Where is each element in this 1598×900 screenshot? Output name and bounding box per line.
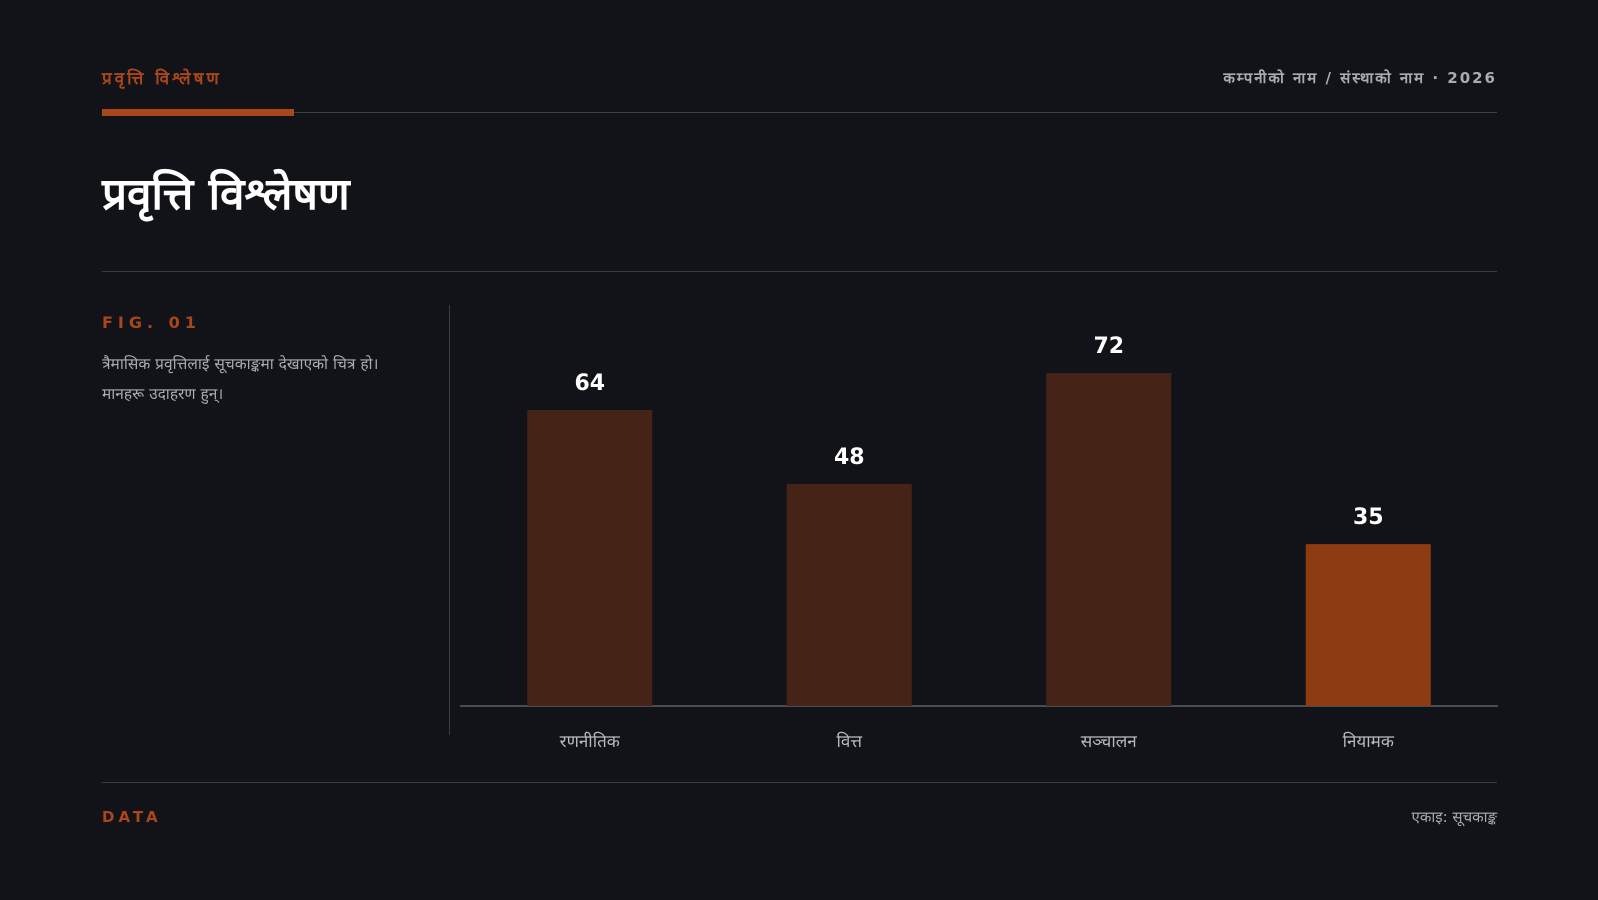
header-rule (102, 112, 1497, 113)
bar-chart: 64 रणनीतिक 48 वित्त 72 सञ्चालन 35 नियामक (460, 334, 1498, 752)
header-meta: कम्पनीको नाम / संस्थाको नाम · 2026 (1223, 69, 1497, 87)
bar-2 (786, 484, 912, 706)
page-title: प्रवृत्ति विश्लेषण (102, 169, 350, 220)
category-label: सञ्चालन (1081, 732, 1137, 752)
category-label: रणनीतिक (560, 731, 621, 752)
title-divider (102, 271, 1497, 272)
bar-value-label: 35 (1353, 505, 1384, 530)
category-label: नियामक (1343, 731, 1395, 752)
header-accent-bar (102, 109, 294, 116)
bar-1 (527, 410, 653, 706)
vertical-divider (449, 305, 450, 735)
footer-divider (102, 782, 1497, 783)
figure-label: FIG. 01 (102, 313, 201, 332)
bar-value-label: 48 (834, 445, 865, 470)
figure-description: त्रैमासिक प्रवृत्तिलाई सूचकाङ्कमा देखाएक… (102, 355, 379, 403)
bar-value-label: 72 (1093, 334, 1124, 359)
bar-value-label: 64 (574, 371, 605, 396)
header-kicker: प्रवृत्ति विश्लेषण (102, 69, 222, 89)
category-label: वित्त (836, 731, 862, 752)
footer-unit-label: एकाइ: सूचकाङ्क (1411, 808, 1497, 826)
bar-4 (1305, 544, 1431, 706)
bar-3 (1046, 373, 1172, 706)
footer-data-label: DATA (102, 808, 162, 826)
